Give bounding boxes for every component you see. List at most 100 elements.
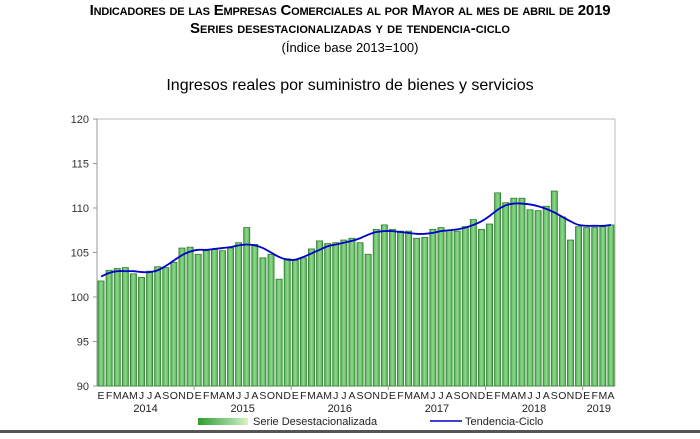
x-month-label: E [292, 390, 299, 402]
x-month-label: J [430, 390, 435, 402]
bar-2014-06 [138, 277, 145, 387]
bar-2018-07 [534, 210, 542, 387]
bar-2018-12 [575, 226, 583, 387]
x-month-label: M [420, 390, 429, 402]
bar-2018-02 [494, 192, 502, 387]
x-month-label: S [454, 390, 461, 402]
bar-2015-03 [210, 248, 218, 387]
bar-2019-03 [599, 226, 607, 387]
bar-2016-08 [348, 237, 356, 387]
x-month-label: A [348, 390, 355, 402]
x-month-label: D [381, 390, 389, 402]
x-month-label: M [226, 390, 235, 402]
x-month-label: D [575, 390, 583, 402]
bar-2015-07 [243, 227, 251, 387]
x-month-label: E [583, 390, 590, 402]
x-month-label: S [259, 390, 266, 402]
x-month-label: M [404, 390, 413, 402]
x-month-label: N [470, 390, 478, 402]
y-tick-label-100: 100 [71, 292, 89, 304]
x-month-label: E [389, 390, 396, 402]
bar-2018-03 [502, 202, 510, 387]
x-month-label: E [98, 390, 105, 402]
bar-2014-01 [97, 280, 105, 387]
report-subtitle-series-text: Series desestacionalizadas y de tendenci… [190, 20, 510, 37]
y-axis: 90 95 100 105 110 115 120 [71, 114, 97, 393]
bar-2014-07 [146, 270, 154, 387]
x-month-label: M [501, 390, 510, 402]
bar-2016-09 [356, 242, 364, 387]
x-month-label: J [236, 390, 241, 402]
x-month-label: F [592, 390, 598, 402]
bar-2016-06 [332, 242, 340, 387]
x-month-label: A [510, 390, 517, 402]
bar-2017-03 [405, 230, 413, 387]
bar-2015-05 [227, 247, 234, 387]
bar-2016-03 [308, 248, 315, 387]
x-month-label: A [413, 390, 420, 402]
bar-2016-04 [316, 240, 324, 387]
bar-2016-02 [299, 257, 307, 387]
bar-2016-11 [372, 228, 380, 387]
x-month-label: J [147, 390, 152, 402]
bar-2015-11 [275, 278, 283, 387]
x-month-label: N [567, 390, 575, 402]
x-month-label: D [478, 390, 486, 402]
bar-2019-04 [607, 224, 615, 387]
x-month-label: F [106, 390, 112, 402]
bar-2014-05 [129, 273, 137, 387]
x-month-label: E [486, 390, 493, 402]
report-title: Indicadores de las Empresas Comerciales … [0, 2, 700, 19]
x-month-label: M [307, 390, 316, 402]
bar-2018-11 [567, 239, 574, 387]
y-tick-label-120: 120 [71, 114, 89, 126]
bar-2015-04 [219, 250, 226, 387]
x-year-label-2014: 2014 [133, 403, 157, 415]
x-month-label: A [446, 390, 453, 402]
x-year-label-2019: 2019 [587, 403, 611, 415]
x-month-label: N [275, 390, 283, 402]
x-month-label: J [527, 390, 532, 402]
bar-2014-02 [105, 269, 113, 387]
x-month-label: O [558, 390, 566, 402]
bar-2014-09 [162, 267, 170, 387]
x-month-label: S [357, 390, 364, 402]
trend-line [100, 202, 612, 278]
x-month-label: J [438, 390, 443, 402]
x-month-label: O [461, 390, 469, 402]
x-month-label: N [178, 390, 186, 402]
bar-2016-01 [291, 260, 299, 387]
bar-2018-06 [526, 209, 534, 387]
x-month-label: J [244, 390, 249, 402]
bar-series [97, 190, 615, 387]
x-month-label: O [170, 390, 178, 402]
x-month-label: M [598, 390, 607, 402]
trend-series [100, 202, 612, 278]
bar-2019-02 [591, 227, 599, 387]
x-month-label: M [113, 390, 122, 402]
x-month-label: M [210, 390, 219, 402]
report-subtitle-series: Series desestacionalizadas y de tendenci… [0, 20, 700, 37]
x-month-label: A [543, 390, 550, 402]
legend-label-trend: Tendencia-Ciclo [465, 416, 543, 428]
bar-2018-10 [558, 216, 566, 387]
x-year-label-2017: 2017 [425, 403, 449, 415]
bar-2017-10 [461, 226, 469, 387]
bar-2017-11 [469, 219, 477, 387]
y-tick-label-95: 95 [77, 337, 89, 349]
legend: Serie Desestacionalizada Tendencia-Ciclo [198, 416, 543, 428]
x-month-label: E [195, 390, 202, 402]
bar-2016-10 [364, 253, 372, 387]
x-month-label: D [283, 390, 291, 402]
bar-2018-05 [518, 197, 526, 387]
bar-2015-08 [251, 244, 259, 387]
x-month-label: A [607, 390, 614, 402]
bar-2017-12 [478, 228, 485, 387]
bar-2018-08 [542, 205, 550, 387]
chart-title: Ingresos reales por suministro de bienes… [166, 77, 534, 94]
bar-2017-08 [445, 229, 453, 387]
y-tick-label-110: 110 [71, 203, 89, 215]
index-base-note: (Índice base 2013=100) [281, 40, 419, 55]
